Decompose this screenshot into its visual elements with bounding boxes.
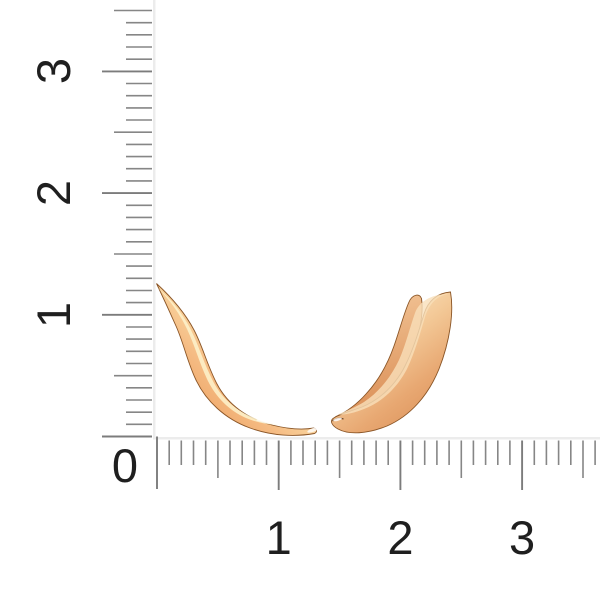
horizontal-ruler-minor-ticks [168,440,596,465]
left-earring-tail-glint [256,419,300,427]
right-earring-tip-glint [333,417,342,422]
vertical-ruler-minor-ticks [126,21,152,426]
h-ruler-label-2: 2 [387,511,414,564]
v-ruler-label-2: 2 [27,179,80,207]
left-earring-tail-tip-glint [307,427,319,433]
ruler-origin-label: 0 [111,439,139,492]
h-ruler-label-1: 1 [265,511,292,564]
right-earring-ridge-highlight [338,294,448,415]
vertical-ruler-edge-line [153,0,156,438]
vertical-ruler-unit-ticks [102,70,152,438]
v-ruler-label-3: 3 [27,58,80,85]
h-ruler-label-3: 3 [509,511,536,564]
v-ruler-label-1: 1 [27,301,80,328]
horizontal-ruler-edge-line [153,437,600,440]
left-earring-inner-highlight [158,288,282,425]
left-earring [156,283,317,436]
vertical-ruler-half-ticks [114,9,152,377]
horizontal-ruler-unit-ticks [156,436,524,490]
horizontal-ruler-half-ticks [217,440,584,478]
